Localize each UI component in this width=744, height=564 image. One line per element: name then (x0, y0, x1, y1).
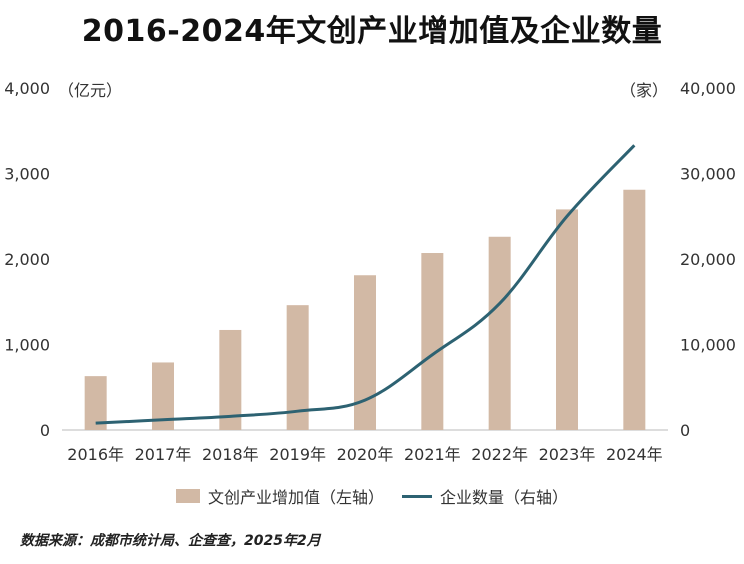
bar (219, 329, 242, 430)
bar (421, 253, 444, 430)
legend-label-bar: 文创产业增加值（左轴） (207, 488, 384, 507)
legend-swatch-line (402, 494, 432, 498)
x-tick-label: 2021年 (404, 445, 461, 464)
right-tick-label: 10,000 (680, 336, 736, 355)
bar (84, 376, 107, 430)
left-tick-label: 1,000 (4, 336, 50, 355)
x-tick-label: 2023年 (539, 445, 596, 464)
x-tick-label: 2018年 (202, 445, 259, 464)
x-tick-label: 2020年 (337, 445, 394, 464)
legend-swatch-bar (175, 489, 200, 503)
line-series (95, 144, 636, 425)
left-tick-label: 4,000 (4, 79, 50, 98)
bar (354, 275, 376, 430)
legend-label-line: 企业数量（右轴） (440, 488, 569, 507)
bar (488, 236, 511, 430)
bar (286, 305, 309, 430)
right-tick-label: 0 (680, 421, 690, 440)
legend-item-bar: 文创产业增加值（左轴） (175, 484, 384, 508)
x-axis: 2016年 2017年 2018年 2019年 2020年 2021年 2022年 2023年… (67, 445, 662, 464)
left-unit-label: （亿元） (58, 81, 122, 100)
left-tick-label: 2,000 (4, 250, 50, 269)
x-tick-label: 2024年 (606, 445, 663, 464)
x-tick-label: 2017年 (135, 445, 192, 464)
left-tick-label: 3,000 (4, 165, 50, 184)
legend-item-line: 企业数量（右轴） (402, 484, 568, 508)
right-axis: 0 10,000 20,000 30,000 40,000 (680, 79, 736, 440)
right-tick-label: 20,000 (680, 250, 736, 269)
legend: 文创产业增加值（左轴） 企业数量（右轴） (0, 484, 744, 508)
left-axis: 0 1,000 2,000 3,000 4,000 (4, 79, 50, 440)
bar (556, 209, 578, 430)
source-note: 数据来源：成都市统计局、企查查，2025年2月 (20, 533, 321, 549)
chart-title: 2016-2024年文创产业增加值及企业数量 (81, 14, 663, 49)
right-tick-label: 40,000 (680, 79, 736, 98)
right-unit-label: （家） (620, 81, 668, 100)
x-tick-label: 2022年 (471, 445, 528, 464)
bar (623, 189, 646, 430)
bar (152, 362, 174, 430)
x-tick-label: 2019年 (269, 445, 326, 464)
left-tick-label: 0 (40, 421, 50, 440)
x-tick-label: 2016年 (67, 445, 124, 464)
right-tick-label: 30,000 (680, 165, 736, 184)
bar-series (84, 189, 646, 430)
